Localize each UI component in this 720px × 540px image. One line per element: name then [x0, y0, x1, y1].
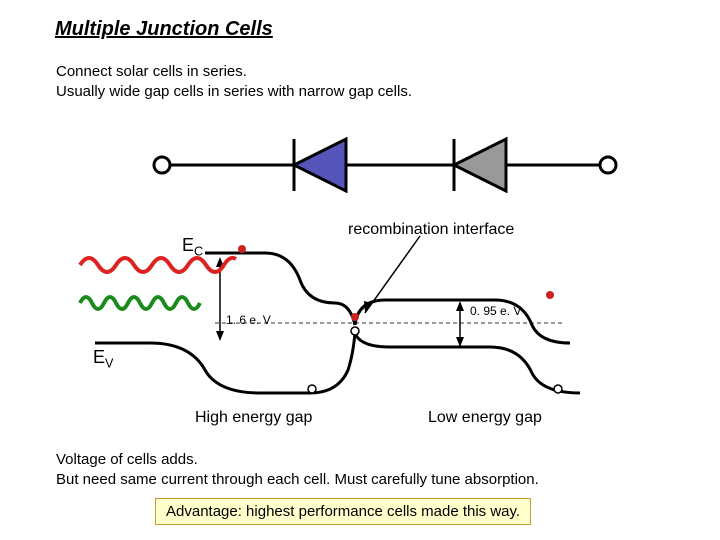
- electron: [546, 291, 554, 299]
- diode-1: [294, 139, 346, 191]
- electron: [351, 313, 359, 321]
- hole: [554, 385, 562, 393]
- hole: [351, 327, 359, 335]
- band-diagram: EC EV recombination interface 1. 6 e. V …: [90, 225, 630, 425]
- green-wave: [80, 297, 200, 309]
- low-gap-label: Low energy gap: [428, 409, 542, 427]
- page-title: Multiple Junction Cells: [55, 18, 273, 41]
- electron: [238, 245, 246, 253]
- ev-label: EV: [93, 347, 113, 371]
- recombination-label: recombination interface: [348, 221, 514, 239]
- gap1-label: 1. 6 e. V: [226, 313, 271, 327]
- high-gap-label: High energy gap: [195, 409, 312, 427]
- intro-text: Connect solar cells in series. Usually w…: [56, 62, 412, 101]
- footer-text: Voltage of cells adds. But need same cur…: [56, 450, 539, 489]
- ec-label: EC: [182, 235, 203, 259]
- advantage-callout: Advantage: highest performance cells mad…: [155, 498, 531, 525]
- circuit-diagram: [150, 130, 630, 200]
- red-wave: [80, 258, 224, 272]
- footer-line2: But need same current through each cell.…: [56, 471, 539, 488]
- footer-line1: Voltage of cells adds.: [56, 451, 198, 468]
- gap2-label: 0. 95 e. V: [470, 304, 521, 318]
- intro-line1: Connect solar cells in series.: [56, 63, 247, 80]
- hole: [308, 385, 316, 393]
- diode-2: [454, 139, 506, 191]
- intro-line2: Usually wide gap cells in series with na…: [56, 83, 412, 100]
